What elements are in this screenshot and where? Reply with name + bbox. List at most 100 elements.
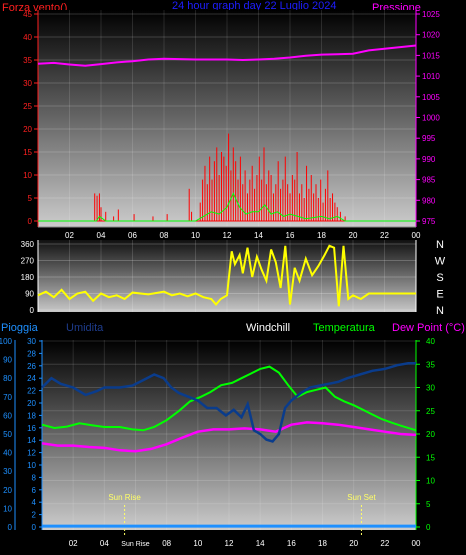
pressure-tick-label: 980 bbox=[422, 196, 436, 205]
time-tick-label: Sun Rise bbox=[121, 541, 150, 548]
temp-tick-label: 35 bbox=[426, 360, 435, 369]
pressure-tick-label: 1020 bbox=[422, 31, 440, 40]
rain-tick-label: 100 bbox=[0, 337, 13, 346]
time-tick-label: 02 bbox=[69, 539, 78, 548]
time-tick-label: 22 bbox=[380, 231, 389, 240]
panel1-axes: 0510152025303540459759809859909951000100… bbox=[23, 10, 440, 240]
rain-tick-label: 90 bbox=[3, 356, 12, 365]
time-tick-label: 08 bbox=[160, 231, 169, 240]
humidity-tick-label: 4 bbox=[32, 498, 37, 507]
time-tick-label: 22 bbox=[380, 539, 389, 548]
wind-tick-label: 15 bbox=[23, 148, 32, 157]
temp-tick-label: 5 bbox=[426, 500, 431, 509]
humidity-tick-label: 22 bbox=[27, 387, 36, 396]
direction-tick-label: 360 bbox=[21, 240, 35, 249]
pressure-tick-label: 1015 bbox=[422, 51, 440, 60]
humidity-tick-label: 28 bbox=[27, 349, 36, 358]
compass-label: S bbox=[436, 272, 443, 284]
pressure-tick-label: 1000 bbox=[422, 114, 440, 123]
humidity-tick-label: 16 bbox=[27, 424, 36, 433]
sun-marker-label: Sun Rise bbox=[108, 493, 141, 502]
wind-tick-label: 0 bbox=[28, 217, 33, 226]
temp-tick-label: 20 bbox=[426, 430, 435, 439]
humidity-tick-label: 12 bbox=[27, 449, 36, 458]
rain-tick-label: 10 bbox=[3, 504, 12, 513]
compass-label: W bbox=[435, 256, 446, 268]
temperature-line bbox=[41, 365, 417, 432]
humidity-line bbox=[41, 362, 416, 443]
panel1-series bbox=[37, 44, 417, 222]
humidity-tick-label: 24 bbox=[27, 374, 36, 383]
time-tick-label: 10 bbox=[193, 539, 202, 548]
time-tick-label: 16 bbox=[286, 231, 295, 240]
humidity-tick-label: 10 bbox=[27, 461, 36, 470]
panel3-background bbox=[42, 340, 416, 530]
rain-tick-label: 50 bbox=[3, 430, 12, 439]
pressure-tick-label: 1010 bbox=[422, 72, 440, 81]
legend-temperature: Temperatura bbox=[313, 322, 376, 334]
time-tick-label: 20 bbox=[349, 539, 358, 548]
rain-tick-label: 40 bbox=[3, 449, 12, 458]
time-tick-label: 00 bbox=[412, 231, 421, 240]
panel2-grid bbox=[38, 240, 417, 312]
time-tick-label: 18 bbox=[318, 539, 327, 548]
rain-axis-title: Pioggia bbox=[1, 322, 39, 334]
panel3-series: Sun Rise Sun Set bbox=[41, 362, 417, 536]
humidity-tick-label: 30 bbox=[27, 337, 36, 346]
panel1-background bbox=[38, 10, 416, 227]
temp-tick-label: 30 bbox=[426, 384, 435, 393]
time-tick-label: 14 bbox=[254, 231, 263, 240]
panel3-grid bbox=[42, 340, 417, 530]
panel2-axes: 0 N 90 E 180 S 270 W 360 N bbox=[21, 239, 446, 317]
gust-line bbox=[38, 192, 416, 222]
wind-tick-label: 45 bbox=[23, 10, 32, 19]
direction-tick-label: 180 bbox=[21, 273, 35, 282]
compass-label: E bbox=[436, 289, 443, 301]
humidity-axis-title: Umidita bbox=[66, 322, 104, 334]
time-tick-label: 08 bbox=[162, 539, 171, 548]
rain-tick-label: 0 bbox=[8, 523, 13, 532]
legend-windchill: Windchill bbox=[246, 322, 290, 334]
pressure-tick-label: 1005 bbox=[422, 93, 440, 102]
humidity-tick-label: 6 bbox=[32, 486, 37, 495]
direction-tick-label: 0 bbox=[30, 306, 35, 315]
rain-tick-label: 80 bbox=[3, 374, 12, 383]
pressure-tick-label: 985 bbox=[422, 176, 436, 185]
time-tick-label: 00 bbox=[412, 539, 421, 548]
pressure-tick-label: 1025 bbox=[422, 10, 440, 19]
temp-tick-label: 15 bbox=[426, 453, 435, 462]
pressure-line bbox=[37, 44, 417, 67]
time-tick-label: 04 bbox=[100, 539, 109, 548]
direction-tick-label: 270 bbox=[21, 257, 35, 266]
rain-tick-label: 60 bbox=[3, 411, 12, 420]
pressure-tick-label: 990 bbox=[422, 155, 436, 164]
direction-tick-label: 90 bbox=[25, 290, 34, 299]
panel2-background bbox=[38, 240, 416, 312]
time-tick-label: 20 bbox=[349, 231, 358, 240]
time-tick-label: 18 bbox=[317, 231, 326, 240]
pressure-tick-label: 975 bbox=[422, 217, 436, 226]
wind-tick-label: 25 bbox=[23, 102, 32, 111]
wind-tick-label: 30 bbox=[23, 79, 32, 88]
humidity-tick-label: 26 bbox=[27, 362, 36, 371]
humidity-tick-label: 2 bbox=[32, 511, 37, 520]
panel3-axes: 0510152025303540010203040506070809010002… bbox=[0, 337, 435, 548]
time-tick-label: 14 bbox=[256, 539, 265, 548]
temp-tick-label: 25 bbox=[426, 407, 435, 416]
dewpoint-line bbox=[41, 421, 417, 453]
time-tick-label: 04 bbox=[97, 231, 106, 240]
legend-dewpoint: Dew Point (°C) bbox=[392, 322, 465, 334]
time-tick-label: 06 bbox=[128, 231, 137, 240]
humidity-tick-label: 20 bbox=[27, 399, 36, 408]
compass-label: N bbox=[436, 239, 444, 251]
temp-tick-label: 0 bbox=[426, 523, 431, 532]
wind-tick-label: 40 bbox=[23, 33, 32, 42]
compass-label: N bbox=[436, 305, 444, 317]
pressure-tick-label: 995 bbox=[422, 134, 436, 143]
wind-tick-label: 5 bbox=[28, 194, 33, 203]
rain-tick-label: 20 bbox=[3, 486, 12, 495]
panel1-grid bbox=[38, 10, 417, 227]
direction-line bbox=[37, 244, 416, 307]
humidity-tick-label: 0 bbox=[32, 523, 37, 532]
